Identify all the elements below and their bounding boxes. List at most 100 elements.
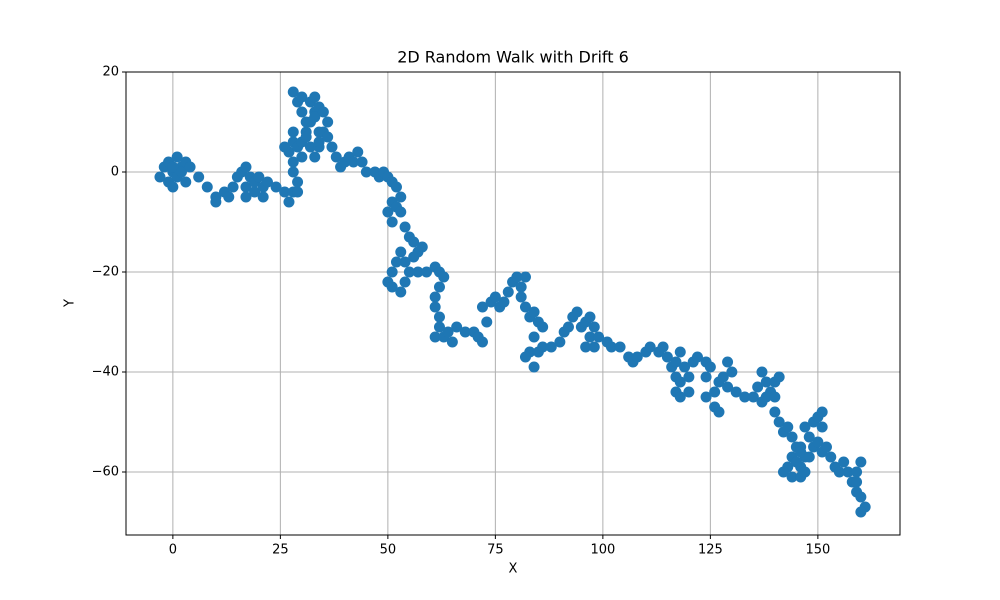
- point: [816, 406, 828, 418]
- point: [588, 321, 600, 333]
- point: [399, 256, 411, 268]
- point: [283, 196, 295, 208]
- y-tick-label: −60: [92, 465, 119, 480]
- x-tick-label: 150: [805, 543, 830, 558]
- x-axis-label: X: [509, 562, 518, 577]
- point: [249, 186, 261, 198]
- point: [451, 321, 463, 333]
- point: [309, 111, 321, 123]
- point: [855, 506, 867, 518]
- point: [390, 181, 402, 193]
- point: [476, 301, 488, 313]
- point: [773, 371, 785, 383]
- point: [679, 361, 691, 373]
- point: [167, 161, 179, 173]
- point: [614, 341, 626, 353]
- point: [300, 131, 312, 143]
- point: [580, 341, 592, 353]
- point: [240, 191, 252, 203]
- point: [386, 266, 398, 278]
- point: [511, 271, 523, 283]
- point: [433, 281, 445, 293]
- point: [322, 116, 334, 128]
- point: [167, 181, 179, 193]
- point: [593, 331, 605, 343]
- point: [399, 276, 411, 288]
- point: [442, 326, 454, 338]
- point: [820, 441, 832, 453]
- point: [528, 331, 540, 343]
- point: [279, 141, 291, 153]
- point: [399, 221, 411, 233]
- point: [292, 186, 304, 198]
- point: [287, 166, 299, 178]
- point: [180, 176, 192, 188]
- point: [777, 466, 789, 478]
- point: [825, 451, 837, 463]
- point: [433, 321, 445, 333]
- point: [515, 291, 527, 303]
- point: [661, 351, 673, 363]
- point: [498, 296, 510, 308]
- point: [855, 456, 867, 468]
- y-tick-label: −20: [92, 265, 119, 280]
- point: [700, 391, 712, 403]
- point: [386, 216, 398, 228]
- point: [476, 336, 488, 348]
- point: [395, 206, 407, 218]
- x-tick-label: 125: [698, 543, 723, 558]
- y-tick-label: 0: [111, 165, 119, 180]
- point: [193, 171, 205, 183]
- point: [704, 361, 716, 373]
- point: [584, 311, 596, 323]
- point: [554, 336, 566, 348]
- point: [674, 376, 686, 388]
- point: [257, 191, 269, 203]
- point: [382, 206, 394, 218]
- point: [446, 336, 458, 348]
- point: [562, 321, 574, 333]
- point: [395, 191, 407, 203]
- point: [833, 466, 845, 478]
- x-tick-label: 0: [169, 543, 177, 558]
- x-tick-label: 100: [590, 543, 615, 558]
- point: [528, 361, 540, 373]
- point: [752, 381, 764, 393]
- point: [438, 271, 450, 283]
- point: [360, 166, 372, 178]
- x-tick-label: 75: [487, 543, 504, 558]
- point: [756, 366, 768, 378]
- point: [691, 351, 703, 363]
- points: [154, 86, 871, 518]
- point: [838, 456, 850, 468]
- point: [717, 371, 729, 383]
- point: [786, 471, 798, 483]
- point: [261, 176, 273, 188]
- point: [722, 381, 734, 393]
- point: [799, 466, 811, 478]
- point: [390, 256, 402, 268]
- point: [429, 331, 441, 343]
- point: [412, 266, 424, 278]
- point: [253, 171, 265, 183]
- point: [657, 341, 669, 353]
- point: [769, 391, 781, 403]
- point: [584, 331, 596, 343]
- point: [403, 266, 415, 278]
- point: [171, 151, 183, 163]
- point: [851, 466, 863, 478]
- point: [773, 416, 785, 428]
- point: [851, 476, 863, 488]
- point: [713, 406, 725, 418]
- point: [421, 266, 433, 278]
- point: [674, 391, 686, 403]
- point: [309, 151, 321, 163]
- chart-title: 2D Random Walk with Drift 6: [397, 48, 629, 67]
- point: [760, 376, 772, 388]
- point: [223, 191, 235, 203]
- point: [769, 406, 781, 418]
- point: [519, 301, 531, 313]
- point: [356, 156, 368, 168]
- point: [279, 186, 291, 198]
